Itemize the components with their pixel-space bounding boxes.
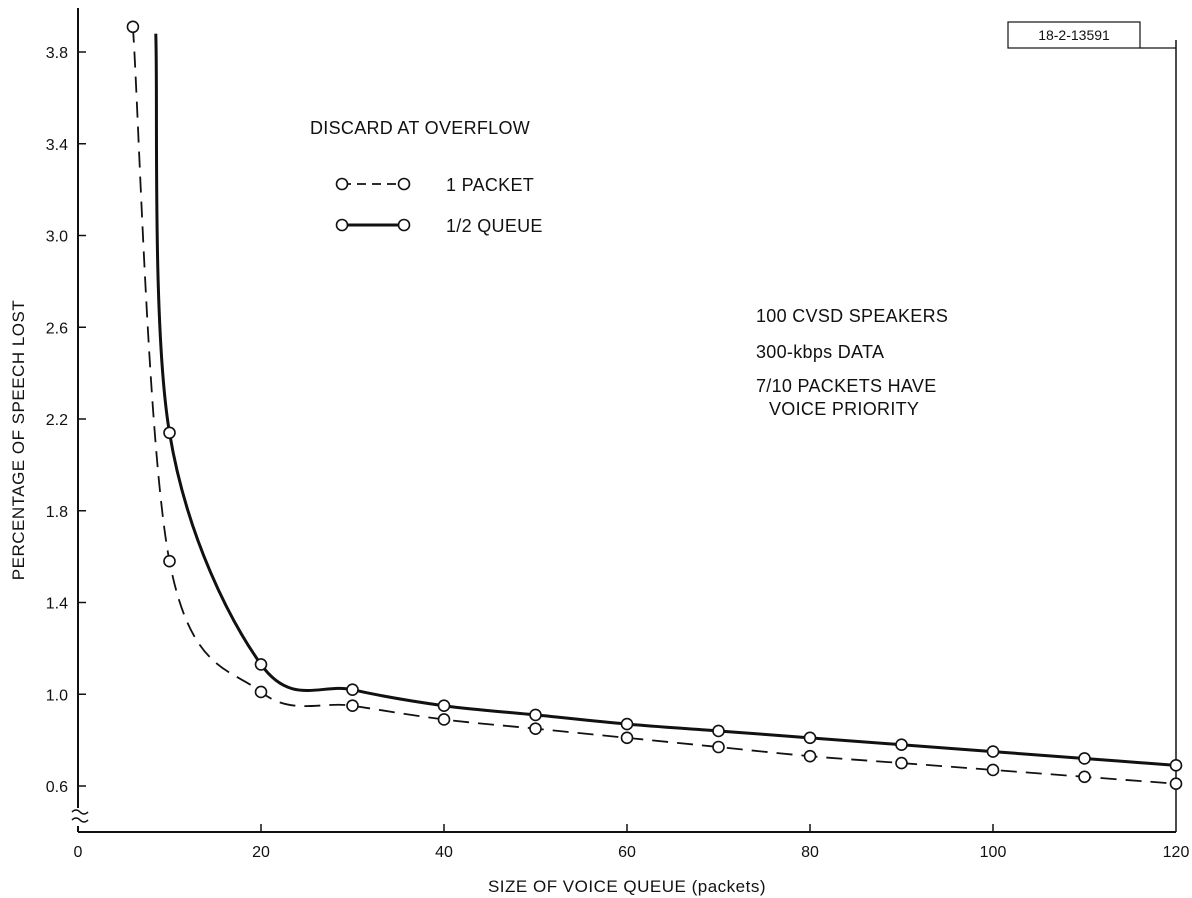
data-point-half-queue xyxy=(529,708,542,722)
x-tick-label: 120 xyxy=(1163,844,1190,861)
series-line-one-packet xyxy=(132,26,1177,785)
x-tick-label: 40 xyxy=(435,844,453,861)
y-tick-label: 2.6 xyxy=(46,320,68,337)
annotation-data-rate: 300-kbps DATA xyxy=(756,342,884,362)
data-point-one-packet xyxy=(437,713,451,726)
data-point-half-queue xyxy=(1078,752,1091,765)
data-point-one-packet xyxy=(620,731,634,745)
data-point-one-packet xyxy=(986,763,1000,777)
data-point-one-packet xyxy=(803,749,817,763)
data-point-half-queue xyxy=(986,745,1000,758)
legend-marker xyxy=(335,177,349,191)
axes xyxy=(71,8,1177,833)
figure-id-frame xyxy=(1007,21,1141,49)
data-point-one-packet xyxy=(1169,777,1183,791)
data-point-one-packet xyxy=(895,756,908,770)
y-tick-label: 1.4 xyxy=(46,596,68,613)
y-tick-label: 3.0 xyxy=(46,229,68,246)
figure-id-box: 18-2-13591 xyxy=(1007,21,1176,49)
data-point-one-packet xyxy=(126,20,140,34)
data-point-half-queue xyxy=(346,683,359,696)
y-tick-label: 3.4 xyxy=(46,137,68,154)
y-ticks: 0.6 1.0 1.4 1.8 2.2 2.6 3.0 3.4 3.8 xyxy=(46,45,86,796)
data-point-half-queue xyxy=(437,699,451,713)
x-tick-label: 60 xyxy=(618,844,636,861)
data-point-one-packet xyxy=(529,722,542,735)
legend-entry-1-packet: 1 PACKET xyxy=(446,175,534,195)
annotation-priority: VOICE PRIORITY xyxy=(769,399,919,419)
y-tick-label: 1.8 xyxy=(46,504,68,521)
data-point-one-packet xyxy=(346,699,359,713)
data-point-half-queue xyxy=(620,717,634,731)
x-tick-label: 20 xyxy=(252,844,270,861)
data-point-one-packet xyxy=(1078,770,1091,784)
data-point-one-packet xyxy=(163,554,176,568)
y-tick-label: 0.6 xyxy=(46,779,68,796)
legend-title: DISCARD AT OVERFLOW xyxy=(310,118,530,138)
legend-marker xyxy=(397,177,411,191)
data-point-half-queue xyxy=(895,738,908,752)
legend-marker xyxy=(397,218,411,232)
series-layer xyxy=(126,20,1183,791)
x-axis-label: SIZE OF VOICE QUEUE (packets) xyxy=(488,877,766,896)
x-tick-label: 100 xyxy=(980,844,1007,861)
data-point-half-queue xyxy=(254,658,268,671)
data-point-half-queue xyxy=(163,426,176,440)
x-tick-label: 0 xyxy=(74,844,83,861)
series-line-half-queue xyxy=(154,33,1177,767)
annotation-packets: 7/10 PACKETS HAVE xyxy=(756,376,937,396)
data-point-half-queue xyxy=(803,731,817,745)
figure-id-text: 18-2-13591 xyxy=(1038,27,1110,43)
data-point-one-packet xyxy=(254,685,268,699)
legend: DISCARD AT OVERFLOW 1 PACKET 1/2 QUEUE xyxy=(310,118,543,236)
legend-entry-half-queue: 1/2 QUEUE xyxy=(446,216,543,236)
y-tick-label: 1.0 xyxy=(46,687,68,704)
x-ticks: 0 20 40 60 80 100 120 xyxy=(74,824,1190,861)
legend-marker xyxy=(335,218,349,232)
axis-break-mark xyxy=(71,809,89,823)
data-point-half-queue xyxy=(712,724,725,738)
y-tick-label: 3.8 xyxy=(46,45,68,62)
data-point-half-queue xyxy=(1169,759,1183,772)
x-tick-label: 80 xyxy=(801,844,819,861)
conditions-annotation: 100 CVSD SPEAKERS 300-kbps DATA 7/10 PAC… xyxy=(756,306,948,419)
data-point-one-packet xyxy=(712,740,725,754)
y-tick-label: 2.2 xyxy=(46,412,68,429)
annotation-speakers: 100 CVSD SPEAKERS xyxy=(756,306,948,326)
y-axis-label: PERCENTAGE OF SPEECH LOST xyxy=(9,300,28,580)
